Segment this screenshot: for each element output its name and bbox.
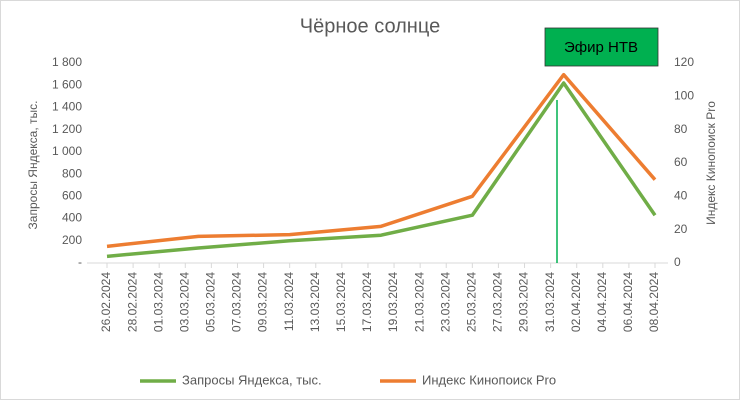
y-tick-label: 1 800 bbox=[52, 55, 82, 69]
y-tick-label: 1 600 bbox=[52, 77, 82, 91]
x-tick-label: 03.03.2024 bbox=[177, 272, 191, 332]
legend-label: Индекс Кинопоиск Pro bbox=[422, 372, 556, 387]
x-tick-label: 31.03.2024 bbox=[543, 272, 557, 332]
x-tick-label: 26.02.2024 bbox=[99, 272, 113, 332]
series-line bbox=[106, 72, 657, 249]
y2-tick-label: 80 bbox=[674, 122, 688, 136]
x-tick-label: 13.03.2024 bbox=[308, 272, 322, 332]
y-tick-label: - bbox=[78, 255, 82, 269]
x-tick-label: 11.03.2024 bbox=[282, 272, 296, 331]
x-tick-label: 29.03.2024 bbox=[517, 272, 531, 332]
y-tick-label: 1 200 bbox=[52, 122, 82, 136]
x-tick-label: 15.03.2024 bbox=[334, 272, 348, 332]
x-tick-label: 01.03.2024 bbox=[151, 272, 165, 332]
y-axis-title: Запросы Яндекса, тыс. bbox=[26, 101, 40, 230]
y2-tick-label: 100 bbox=[674, 89, 694, 103]
annotation-box bbox=[544, 27, 659, 67]
x-tick-label: 02.04.2024 bbox=[569, 272, 583, 332]
x-tick-label: 06.04.2024 bbox=[621, 272, 635, 332]
y-tick-label: 400 bbox=[62, 211, 82, 225]
y2-tick-label: 40 bbox=[674, 189, 688, 203]
y-tick-label: 1 000 bbox=[52, 144, 82, 158]
series-line bbox=[106, 81, 657, 259]
y2-tick-label: 120 bbox=[674, 55, 694, 69]
x-tick-label: 07.03.2024 bbox=[230, 272, 244, 332]
x-tick-label: 05.03.2024 bbox=[204, 272, 218, 332]
x-tick-label: 09.03.2024 bbox=[256, 272, 270, 332]
x-tick-label: 04.04.2024 bbox=[595, 272, 609, 332]
x-tick-label: 25.03.2024 bbox=[465, 272, 479, 332]
x-tick-label: 21.03.2024 bbox=[412, 272, 426, 332]
annotation-text: Эфир НТВ bbox=[564, 39, 638, 56]
y2-tick-label: 60 bbox=[674, 155, 688, 169]
x-tick-label: 08.04.2024 bbox=[647, 272, 661, 332]
x-tick-label: 19.03.2024 bbox=[386, 272, 400, 332]
chart-title: Чёрное солнце bbox=[300, 15, 440, 37]
x-tick-label: 27.03.2024 bbox=[491, 272, 505, 332]
y-tick-label: 200 bbox=[62, 233, 82, 247]
x-tick-label: 28.02.2024 bbox=[125, 272, 139, 332]
y2-tick-label: 20 bbox=[674, 222, 688, 236]
x-tick-label: 23.03.2024 bbox=[438, 272, 452, 332]
y-tick-label: 1 400 bbox=[52, 100, 82, 114]
y-tick-label: 800 bbox=[62, 166, 82, 180]
legend-label: Запросы Яндекса, тыс. bbox=[182, 372, 322, 387]
y2-tick-label: 0 bbox=[674, 255, 681, 269]
y2-axis-title: Индекс Кинопоиск Pro bbox=[704, 101, 718, 225]
x-tick-label: 17.03.2024 bbox=[360, 272, 374, 332]
y-tick-label: 600 bbox=[62, 189, 82, 203]
